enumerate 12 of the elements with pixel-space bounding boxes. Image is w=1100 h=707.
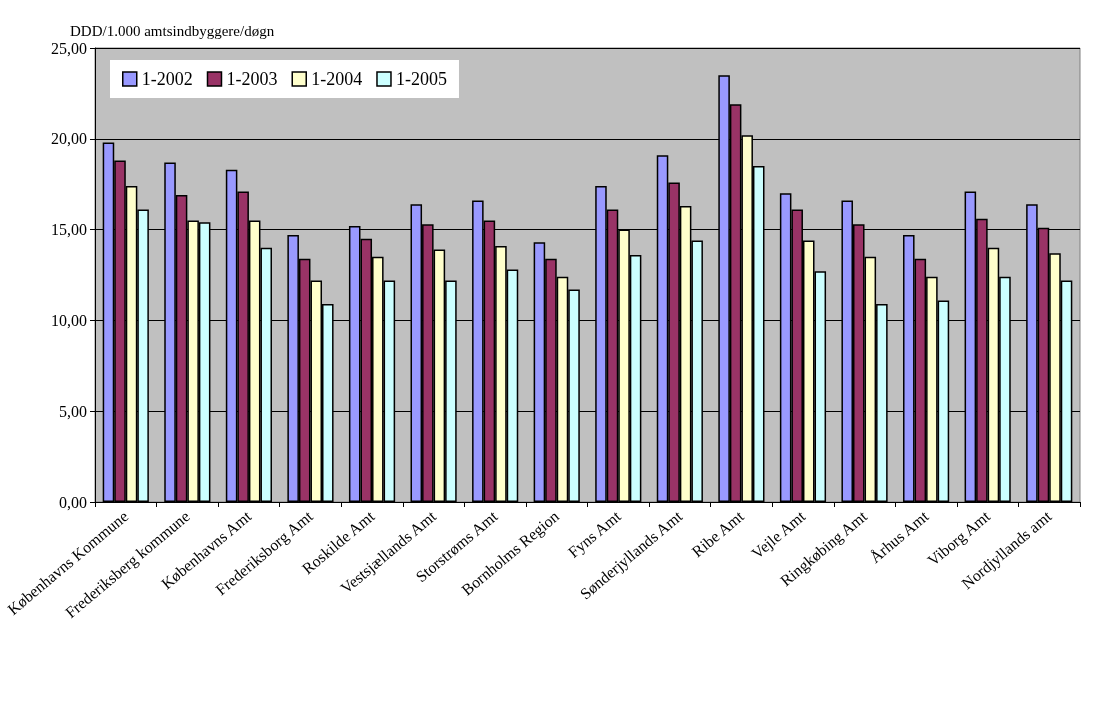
y-tick-label: 0,00 [59, 493, 87, 511]
legend-label: 1-2004 [311, 69, 363, 89]
legend-label: 1-2005 [395, 69, 447, 89]
x-tick-label: Ribe Amt [688, 507, 748, 561]
y-tick-label: 20,00 [51, 130, 87, 148]
y-tick-label: 10,00 [51, 311, 87, 329]
y-tick-label: 5,00 [59, 402, 87, 420]
legend-label: 1-2003 [226, 69, 278, 89]
y-axis-title: DDD/1.000 amtsindbyggere/døgn [70, 22, 275, 39]
y-tick-label: 15,00 [51, 221, 87, 239]
legend-label: 1-2002 [141, 69, 193, 89]
y-tick-label: 25,00 [51, 39, 87, 57]
